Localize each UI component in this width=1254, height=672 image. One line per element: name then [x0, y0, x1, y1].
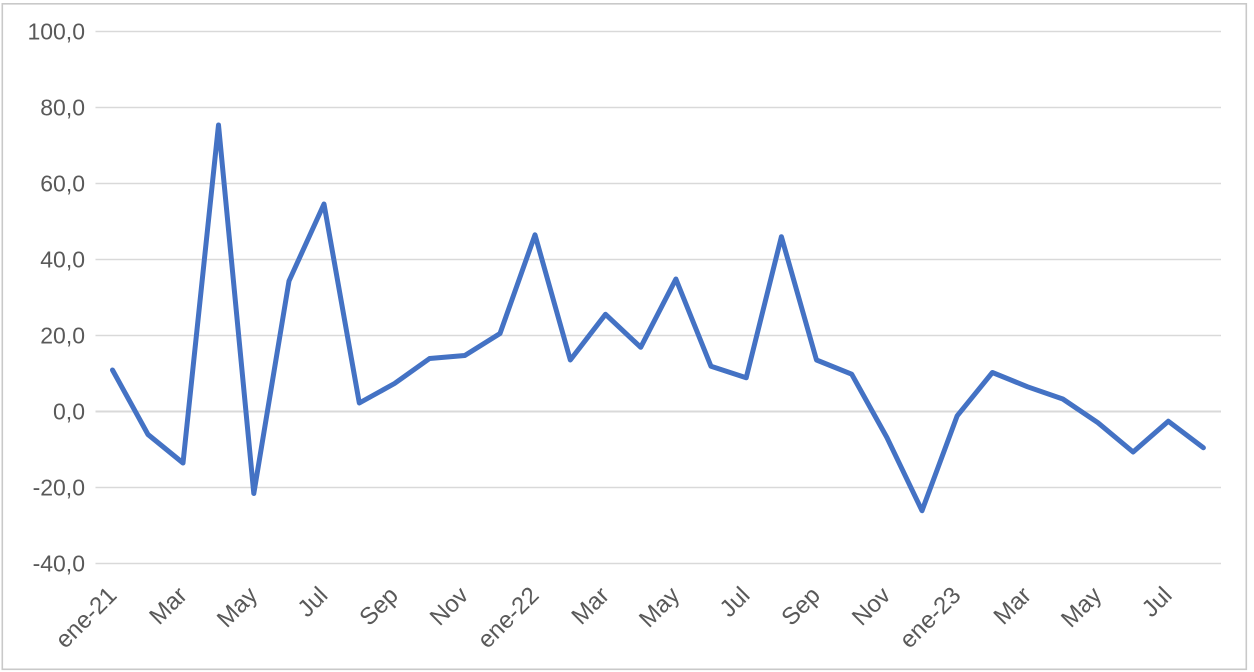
- svg-text:80,0: 80,0: [40, 94, 85, 120]
- svg-text:20,0: 20,0: [40, 322, 85, 348]
- svg-text:-20,0: -20,0: [33, 474, 85, 500]
- svg-text:40,0: 40,0: [40, 246, 85, 272]
- svg-text:60,0: 60,0: [40, 170, 85, 196]
- svg-text:0,0: 0,0: [53, 398, 85, 424]
- svg-text:100,0: 100,0: [27, 18, 85, 44]
- svg-text:-40,0: -40,0: [33, 550, 85, 576]
